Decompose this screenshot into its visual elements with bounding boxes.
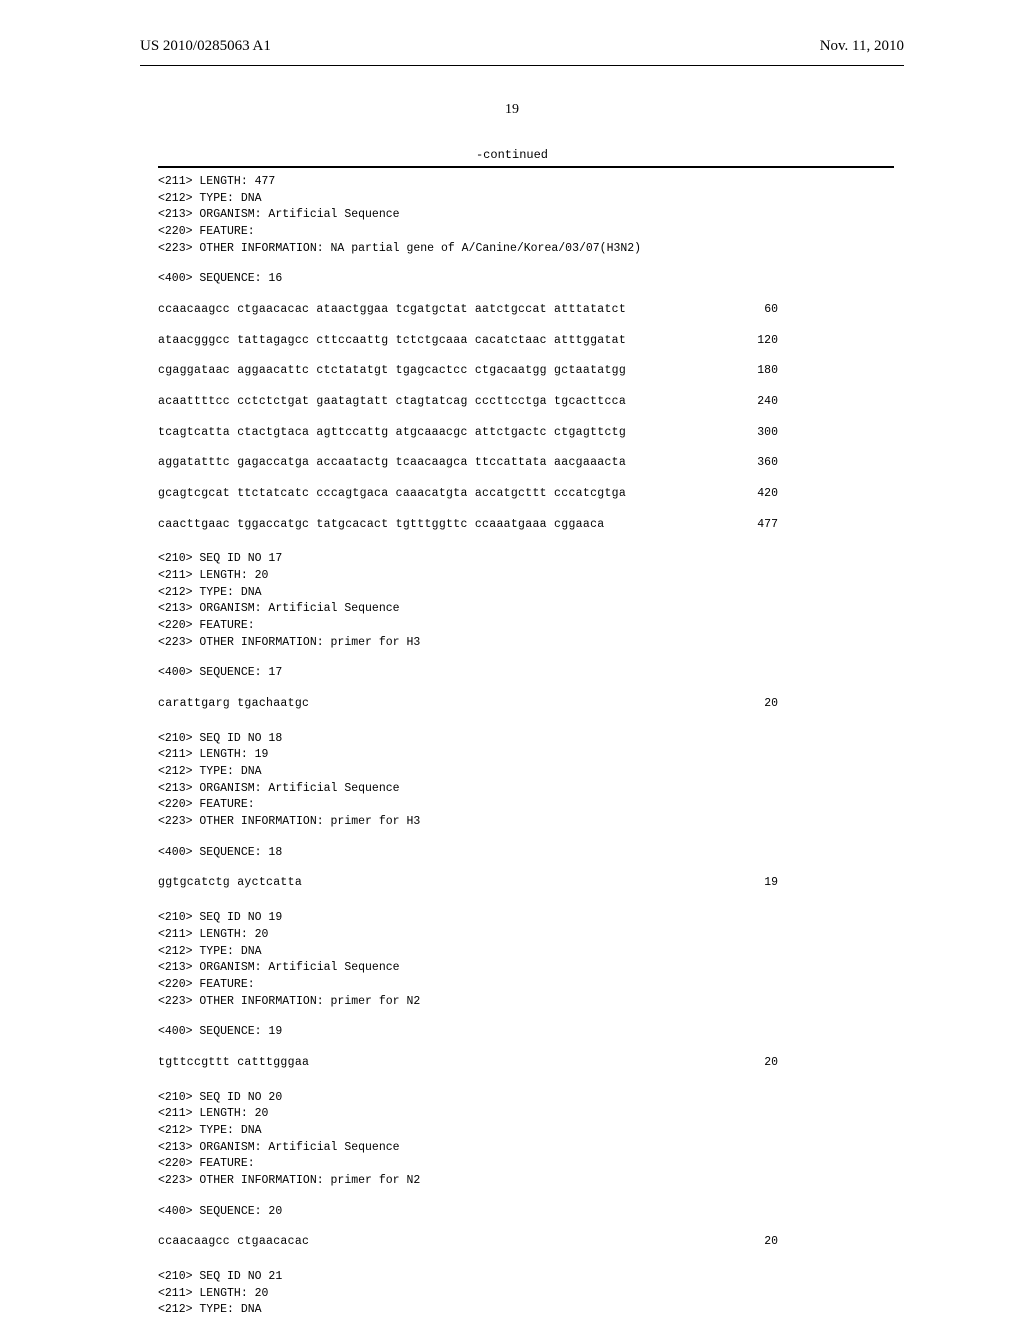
sequence-header-line: <220> FEATURE: (158, 224, 894, 241)
sequence-header: <210> SEQ ID NO 17<211> LENGTH: 20<212> … (158, 551, 894, 651)
sequence-listing: <211> LENGTH: 477<212> TYPE: DNA<213> OR… (0, 168, 1024, 1319)
sequence-data-line: carattgarg tgachaatgc 20 (158, 696, 778, 713)
sequence-header-line: <220> FEATURE: (158, 977, 894, 994)
sequence-data-line: acaattttcc cctctctgat gaatagtatt ctagtat… (158, 394, 778, 411)
sequence-header-line: <220> FEATURE: (158, 797, 894, 814)
sequence-block: <210> SEQ ID NO 19<211> LENGTH: 20<212> … (158, 910, 894, 1071)
sequence-header-line: <211> LENGTH: 20 (158, 1106, 894, 1123)
sequence-header-line: <223> OTHER INFORMATION: primer for N2 (158, 994, 894, 1011)
sequence-position: 20 (736, 1234, 778, 1251)
sequence-header-line: <212> TYPE: DNA (158, 1302, 894, 1319)
sequence-header: <210> SEQ ID NO 20<211> LENGTH: 20<212> … (158, 1090, 894, 1190)
sequence-header-line: <211> LENGTH: 477 (158, 174, 894, 191)
sequence-data-line: aggatatttc gagaccatga accaatactg tcaacaa… (158, 455, 778, 472)
sequence-text: gcagtcgcat ttctatcatc cccagtgaca caaacat… (158, 486, 626, 503)
sequence-header: <210> SEQ ID NO 18<211> LENGTH: 19<212> … (158, 731, 894, 831)
sequence-text: carattgarg tgachaatgc (158, 696, 309, 713)
sequence-data-line: tgttccgttt catttgggaa 20 (158, 1055, 778, 1072)
page-header: US 2010/0285063 A1 Nov. 11, 2010 (0, 0, 1024, 63)
sequence-header-line: <212> TYPE: DNA (158, 764, 894, 781)
sequence-header-line: <213> ORGANISM: Artificial Sequence (158, 1140, 894, 1157)
sequence-text: tcagtcatta ctactgtaca agttccattg atgcaaa… (158, 425, 626, 442)
sequence-block: <210> SEQ ID NO 20<211> LENGTH: 20<212> … (158, 1090, 894, 1251)
sequence-header-line: <211> LENGTH: 20 (158, 1286, 894, 1303)
sequence-position: 20 (736, 1055, 778, 1072)
sequence-header: <210> SEQ ID NO 19<211> LENGTH: 20<212> … (158, 910, 894, 1010)
sequence-label: <400> SEQUENCE: 18 (158, 845, 894, 862)
sequence-text: aggatatttc gagaccatga accaatactg tcaacaa… (158, 455, 626, 472)
sequence-data-line: ataacgggcc tattagagcc cttccaattg tctctgc… (158, 333, 778, 350)
sequence-data-line: gcagtcgcat ttctatcatc cccagtgaca caaacat… (158, 486, 778, 503)
sequence-text: caacttgaac tggaccatgc tatgcacact tgtttgg… (158, 517, 604, 534)
sequence-header-line: <223> OTHER INFORMATION: primer for N2 (158, 1173, 894, 1190)
sequence-position: 300 (729, 425, 778, 442)
sequence-header-line: <220> FEATURE: (158, 1156, 894, 1173)
sequence-text: cgaggataac aggaacattc ctctatatgt tgagcac… (158, 363, 626, 380)
sequence-header-line: <210> SEQ ID NO 21 (158, 1269, 894, 1286)
sequence-data-line: caacttgaac tggaccatgc tatgcacact tgtttgg… (158, 517, 778, 534)
sequence-data-line: ccaacaagcc ctgaacacac ataactggaa tcgatgc… (158, 302, 778, 319)
sequence-header: <211> LENGTH: 477<212> TYPE: DNA<213> OR… (158, 174, 894, 257)
sequence-block: <210> SEQ ID NO 21<211> LENGTH: 20<212> … (158, 1269, 894, 1319)
sequence-block: <210> SEQ ID NO 17<211> LENGTH: 20<212> … (158, 551, 894, 712)
sequence-label: <400> SEQUENCE: 19 (158, 1024, 894, 1041)
sequence-data-line: tcagtcatta ctactgtaca agttccattg atgcaaa… (158, 425, 778, 442)
sequence-header-line: <212> TYPE: DNA (158, 585, 894, 602)
sequence-text: tgttccgttt catttgggaa (158, 1055, 309, 1072)
sequence-position: 477 (729, 517, 778, 534)
sequence-position: 240 (729, 394, 778, 411)
sequence-header-line: <220> FEATURE: (158, 618, 894, 635)
sequence-position: 420 (729, 486, 778, 503)
sequence-position: 60 (736, 302, 778, 319)
sequence-text: ccaacaagcc ctgaacacac (158, 1234, 309, 1251)
sequence-data-line: cgaggataac aggaacattc ctctatatgt tgagcac… (158, 363, 778, 380)
sequence-header-line: <211> LENGTH: 19 (158, 747, 894, 764)
sequence-data-line: ccaacaagcc ctgaacacac 20 (158, 1234, 778, 1251)
sequence-position: 20 (736, 696, 778, 713)
sequence-block: <210> SEQ ID NO 18<211> LENGTH: 19<212> … (158, 731, 894, 892)
sequence-position: 19 (736, 875, 778, 892)
sequence-header-line: <210> SEQ ID NO 17 (158, 551, 894, 568)
sequence-header-line: <223> OTHER INFORMATION: primer for H3 (158, 635, 894, 652)
sequence-header-line: <223> OTHER INFORMATION: NA partial gene… (158, 241, 894, 258)
sequence-text: ggtgcatctg ayctcatta (158, 875, 302, 892)
sequence-position: 180 (729, 363, 778, 380)
header-rule (140, 65, 904, 66)
sequence-header-line: <213> ORGANISM: Artificial Sequence (158, 601, 894, 618)
sequence-label: <400> SEQUENCE: 16 (158, 271, 894, 288)
sequence-label: <400> SEQUENCE: 20 (158, 1204, 894, 1221)
sequence-header: <210> SEQ ID NO 21<211> LENGTH: 20<212> … (158, 1269, 894, 1319)
sequence-position: 120 (729, 333, 778, 350)
sequence-header-line: <213> ORGANISM: Artificial Sequence (158, 207, 894, 224)
sequence-header-line: <212> TYPE: DNA (158, 1123, 894, 1140)
page-number: 19 (0, 102, 1024, 118)
sequence-header-line: <210> SEQ ID NO 20 (158, 1090, 894, 1107)
sequence-header-line: <211> LENGTH: 20 (158, 927, 894, 944)
continued-label: -continued (0, 148, 1024, 162)
sequence-header-line: <210> SEQ ID NO 19 (158, 910, 894, 927)
sequence-header-line: <210> SEQ ID NO 18 (158, 731, 894, 748)
sequence-position: 360 (729, 455, 778, 472)
publication-date: Nov. 11, 2010 (820, 38, 904, 55)
sequence-header-line: <213> ORGANISM: Artificial Sequence (158, 960, 894, 977)
sequence-label: <400> SEQUENCE: 17 (158, 665, 894, 682)
sequence-header-line: <211> LENGTH: 20 (158, 568, 894, 585)
sequence-block: <211> LENGTH: 477<212> TYPE: DNA<213> OR… (158, 174, 894, 533)
publication-number: US 2010/0285063 A1 (140, 38, 271, 55)
sequence-header-line: <213> ORGANISM: Artificial Sequence (158, 781, 894, 798)
sequence-text: ccaacaagcc ctgaacacac ataactggaa tcgatgc… (158, 302, 626, 319)
sequence-header-line: <212> TYPE: DNA (158, 944, 894, 961)
sequence-header-line: <212> TYPE: DNA (158, 191, 894, 208)
sequence-text: acaattttcc cctctctgat gaatagtatt ctagtat… (158, 394, 626, 411)
sequence-header-line: <223> OTHER INFORMATION: primer for H3 (158, 814, 894, 831)
sequence-data-line: ggtgcatctg ayctcatta 19 (158, 875, 778, 892)
sequence-text: ataacgggcc tattagagcc cttccaattg tctctgc… (158, 333, 626, 350)
